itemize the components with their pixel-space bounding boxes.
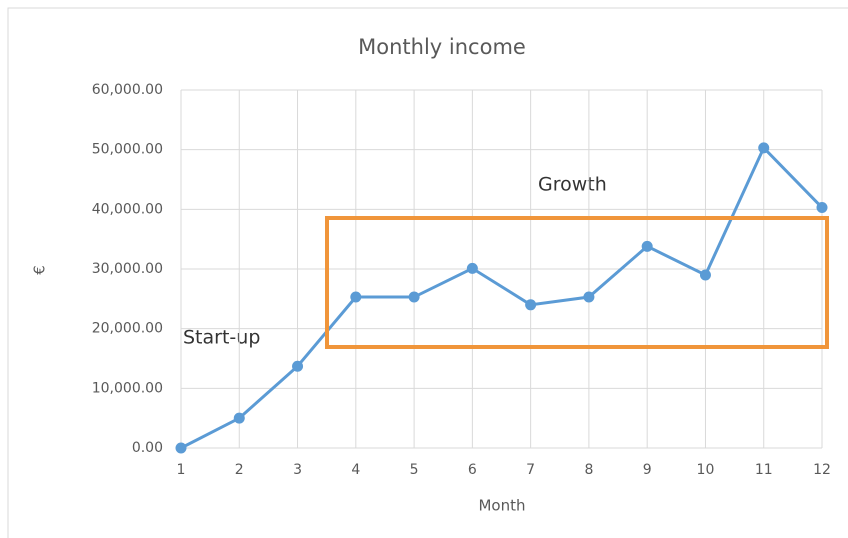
annotation: Growth [538,174,607,196]
x-tick-label: 11 [755,462,773,478]
point [233,412,245,424]
y-axis-label: € [31,265,49,275]
y-tick-label: 0.00 [132,440,163,456]
y-tick-label: 40,000.00 [92,201,163,217]
point [525,299,537,311]
point [699,269,711,281]
x-tick-label: 12 [813,462,831,478]
point [175,442,187,454]
point [408,291,420,303]
annotation: Start-up [183,327,260,349]
y-tick-label: 50,000.00 [92,142,163,158]
y-tick-label: 20,000.00 [92,321,163,337]
y-tick-label: 10,000.00 [92,380,163,396]
point [350,291,362,303]
x-tick-label: 1 [177,462,186,478]
plot-area: 0.00 10,000.00 20,000.00 30,000.00 40,000.00… [92,82,831,478]
x-tick-label: 4 [351,462,360,478]
x-tick-label: 8 [584,462,593,478]
x-tick-label: 5 [410,462,419,478]
x-tick-label: 9 [643,462,652,478]
x-tick-label: 2 [235,462,244,478]
x-tick-label: 7 [526,462,535,478]
y-tick-label: 30,000.00 [92,261,163,277]
point [816,202,828,214]
point [292,360,304,372]
point [641,240,653,252]
point [758,142,770,154]
x-axis-label: Month [478,497,525,515]
x-tick-label: 3 [293,462,302,478]
x-tick-label: 10 [697,462,715,478]
point [583,291,595,303]
x-tick-label: 6 [468,462,477,478]
point [466,262,478,274]
chart-title: Monthly income [358,35,526,59]
highlight-box [325,216,829,349]
line [180,145,824,450]
y-tick-label: 60,000.00 [92,82,163,98]
